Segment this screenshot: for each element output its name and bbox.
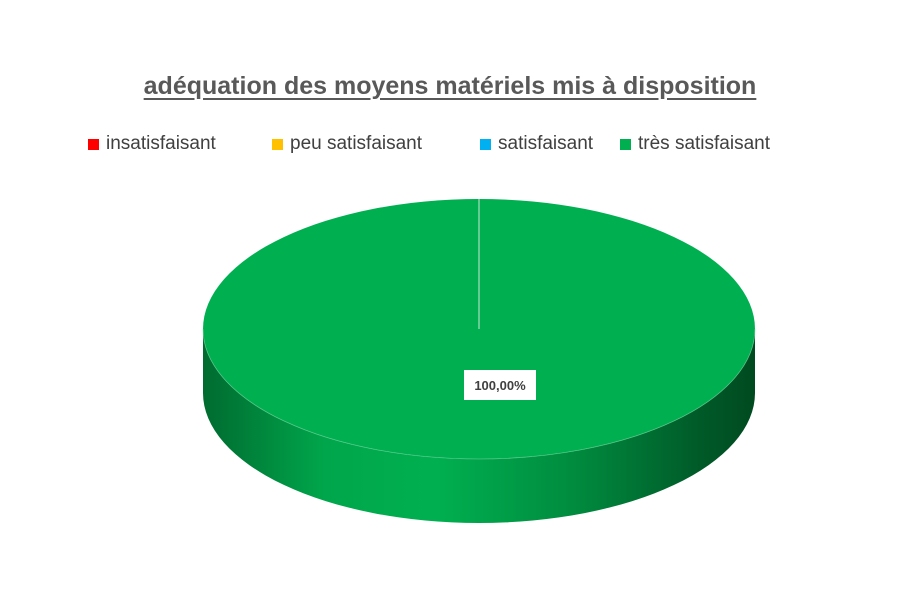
data-label-background	[464, 370, 536, 400]
legend-swatch-tres-satisfaisant	[620, 138, 631, 150]
legend: insatisfaisant peu satisfaisant satisfai…	[0, 132, 900, 156]
legend-label-satisfaisant: satisfaisant	[498, 133, 594, 154]
pie-rim-highlight	[202, 328, 756, 460]
pie-side-wall	[203, 329, 755, 523]
legend-label-peu-satisfaisant: peu satisfaisant	[290, 133, 423, 154]
legend-swatch-satisfaisant	[480, 138, 491, 150]
chart-title: adéquation des moyens matériels mis à di…	[143, 72, 757, 100]
legend-item-peu-satisfaisant: peu satisfaisant	[272, 132, 422, 156]
legend-swatch-peu-satisfaisant	[272, 138, 283, 150]
legend-label-insatisfaisant: insatisfaisant	[106, 133, 216, 154]
data-label-tres-satisfaisant: 100,00%	[474, 378, 526, 393]
pie-slices	[202, 199, 756, 523]
data-label-box: 100,00%	[464, 370, 536, 400]
legend-item-satisfaisant: satisfaisant	[480, 132, 593, 156]
legend-swatch-insatisfaisant	[88, 138, 99, 150]
legend-item-insatisfaisant: insatisfaisant	[88, 132, 216, 156]
legend-item-tres-satisfaisant: très satisfaisant	[620, 132, 770, 156]
legend-label-tres-satisfaisant: très satisfaisant	[638, 133, 770, 154]
